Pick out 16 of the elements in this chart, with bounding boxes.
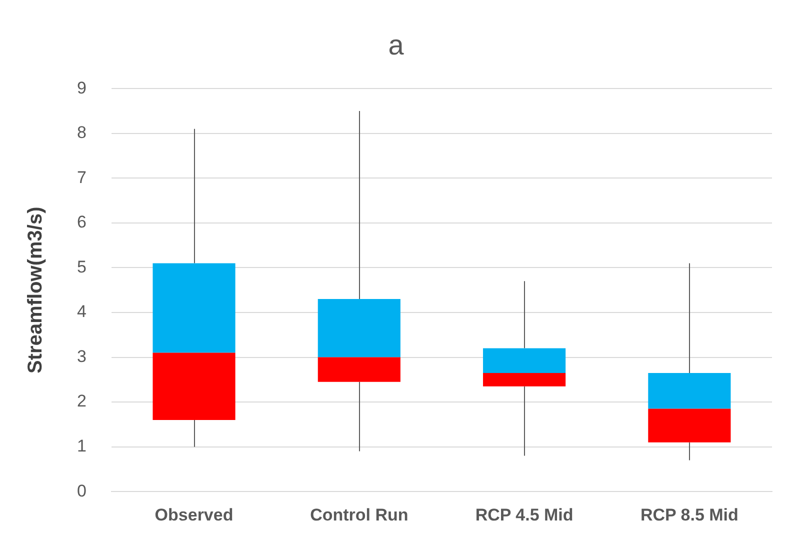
y-tick-label: 9 xyxy=(76,78,86,98)
y-tick-label: 6 xyxy=(76,212,86,232)
y-tick-label: 2 xyxy=(76,392,86,411)
y-tick-label: 7 xyxy=(76,168,86,187)
x-tick-label: Control Run xyxy=(310,505,408,524)
y-tick-label: 0 xyxy=(76,481,86,500)
x-tick-label: Observed xyxy=(154,505,234,524)
y-tick-label: 1 xyxy=(76,436,86,456)
x-tick-label: RCP 8.5 Mid xyxy=(640,505,738,524)
chart-title: a xyxy=(388,30,404,61)
y-tick-label: 3 xyxy=(76,346,86,366)
y-axis-title: Streamflow(m3/s) xyxy=(24,206,47,374)
y-tick-label: 8 xyxy=(76,123,86,142)
x-tick-label: RCP 4.5 Mid xyxy=(475,505,574,524)
y-tick-label: 5 xyxy=(76,257,86,276)
y-tick-label: 4 xyxy=(76,302,86,322)
